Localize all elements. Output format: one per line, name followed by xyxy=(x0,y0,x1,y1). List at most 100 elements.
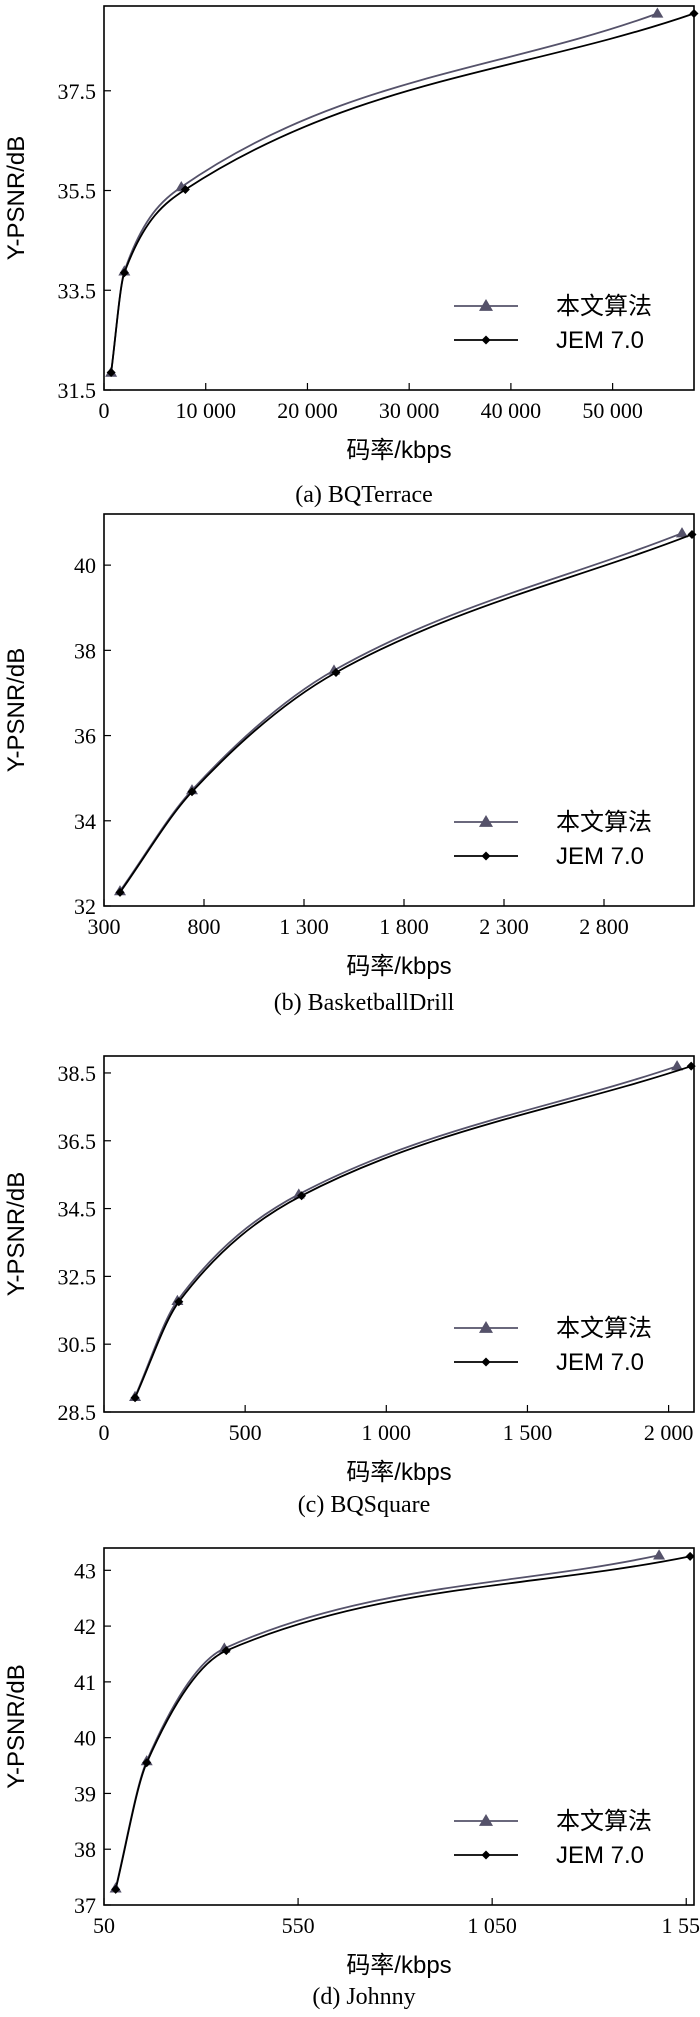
y-tick-label: 30.5 xyxy=(58,1332,97,1357)
x-tick-label: 50 000 xyxy=(582,398,643,423)
plot-frame xyxy=(103,513,695,907)
y-axis-label: Y-PSNR/dB xyxy=(3,136,30,261)
x-tick-label: 30 000 xyxy=(379,398,440,423)
data-point-diamond xyxy=(111,1884,121,1894)
figure-caption: (b) BasketballDrill xyxy=(274,990,455,1016)
x-tick-label: 0 xyxy=(99,398,110,423)
legend-label: JEM 7.0 xyxy=(556,1842,644,1869)
y-tick-label: 34.5 xyxy=(58,1197,97,1222)
data-point-diamond xyxy=(297,1191,307,1201)
y-tick-label: 33.5 xyxy=(58,278,97,303)
data-point-diamond xyxy=(130,1393,140,1403)
x-axis-label: 码率/kbps xyxy=(346,1459,451,1486)
plot-frame xyxy=(103,1547,695,1906)
x-tick-label: 2 800 xyxy=(579,914,629,939)
y-tick-label: 40 xyxy=(74,553,96,578)
x-tick-label: 300 xyxy=(88,914,121,939)
data-point-diamond xyxy=(331,668,341,678)
chart-panel-0: 0 10 000 20 000 30 000 40 000 50 000 31.5 33.5 3… xyxy=(3,5,699,508)
y-tick-label: 38.5 xyxy=(58,1061,97,1086)
chart-panel-3: 50 550 1 050 1 550 37 38 39 40 41 42 43 码率/kbps Y-PS… xyxy=(3,1547,700,2010)
legend-marker-diamond xyxy=(481,335,491,345)
legend-marker-triangle xyxy=(479,1321,493,1333)
y-tick-label: 36.5 xyxy=(58,1129,97,1154)
x-tick-label: 1 000 xyxy=(362,1420,412,1445)
chart-panel-1: 300 800 1 300 1 800 2 300 2 800 32 34 36 38 40 码率/k… xyxy=(3,513,697,1016)
legend-label: JEM 7.0 xyxy=(556,1349,644,1376)
y-tick-label: 43 xyxy=(74,1558,96,1583)
series-line-0 xyxy=(119,532,683,892)
x-tick-label: 550 xyxy=(282,1913,315,1938)
data-point-diamond xyxy=(187,787,197,797)
data-point-diamond xyxy=(106,368,116,378)
y-tick-label: 31.5 xyxy=(58,378,97,403)
legend-label: 本文算法 xyxy=(556,809,652,836)
data-point-diamond xyxy=(686,1061,696,1071)
y-tick-label: 32.5 xyxy=(58,1264,97,1289)
x-tick-label: 800 xyxy=(188,914,221,939)
series-line-1 xyxy=(119,533,693,893)
x-tick-label: 10 000 xyxy=(175,398,236,423)
x-axis-label: 码率/kbps xyxy=(346,953,451,980)
data-point-diamond xyxy=(685,1551,695,1561)
legend-label: 本文算法 xyxy=(556,1808,652,1835)
data-point-diamond xyxy=(180,185,190,195)
data-point-diamond xyxy=(689,8,699,18)
y-tick-label: 36 xyxy=(74,724,96,749)
data-point-triangle xyxy=(671,1060,684,1071)
legend-marker-triangle xyxy=(479,1814,493,1826)
legend-marker-diamond xyxy=(481,1850,491,1860)
data-point-diamond xyxy=(119,268,129,278)
figure-caption: (a) BQTerrace xyxy=(295,482,433,508)
x-tick-label: 40 000 xyxy=(481,398,542,423)
legend-label: JEM 7.0 xyxy=(556,327,644,354)
x-tick-label: 2 300 xyxy=(479,914,529,939)
data-point-diamond xyxy=(687,529,697,539)
plot-frame xyxy=(103,1055,695,1413)
y-tick-label: 28.5 xyxy=(58,1400,97,1425)
y-tick-label: 37 xyxy=(74,1893,96,1918)
plot-frame xyxy=(103,5,695,391)
y-tick-label: 40 xyxy=(74,1726,96,1751)
y-tick-label: 38 xyxy=(74,638,96,663)
y-tick-label: 34 xyxy=(74,809,96,834)
y-tick-label: 41 xyxy=(74,1670,96,1695)
series-line-0 xyxy=(134,1065,678,1398)
series-line-1 xyxy=(134,1065,692,1399)
legend-label: JEM 7.0 xyxy=(556,843,644,870)
x-tick-label: 50 xyxy=(93,1913,115,1938)
data-point-triangle xyxy=(651,7,664,18)
chart-panel-2: 0 500 1 000 1 500 2 000 28.5 30.5 32.5 34.5 36.5 3… xyxy=(3,1055,696,1518)
y-tick-label: 35.5 xyxy=(58,179,97,204)
y-tick-label: 42 xyxy=(74,1614,96,1639)
y-tick-label: 32 xyxy=(74,894,96,919)
y-tick-label: 39 xyxy=(74,1781,96,1806)
data-point-triangle xyxy=(653,1549,666,1560)
figure-caption: (c) BQSquare xyxy=(298,1492,431,1518)
x-tick-label: 500 xyxy=(229,1420,262,1445)
legend-marker-diamond xyxy=(481,1357,491,1367)
figure-caption: (d) Johnny xyxy=(312,1984,415,2010)
series-line-0 xyxy=(114,1554,660,1889)
x-tick-label: 1 550 xyxy=(661,1913,700,1938)
data-point-diamond xyxy=(142,1758,152,1768)
legend-label: 本文算法 xyxy=(556,293,652,320)
y-tick-label: 37.5 xyxy=(58,79,97,104)
x-tick-label: 1 300 xyxy=(279,914,329,939)
x-tick-label: 0 xyxy=(99,1420,110,1445)
y-axis-label: Y-PSNR/dB xyxy=(3,1664,30,1789)
x-tick-label: 1 800 xyxy=(379,914,429,939)
x-tick-label: 1 050 xyxy=(467,1913,517,1938)
y-axis-label: Y-PSNR/dB xyxy=(3,1172,30,1297)
legend-marker-triangle xyxy=(479,815,493,827)
data-point-diamond xyxy=(174,1297,184,1307)
data-point-diamond xyxy=(115,887,125,897)
y-axis-label: Y-PSNR/dB xyxy=(3,648,30,773)
y-tick-label: 38 xyxy=(74,1837,96,1862)
x-tick-label: 2 000 xyxy=(644,1420,694,1445)
data-point-diamond xyxy=(221,1646,231,1656)
x-tick-label: 1 500 xyxy=(503,1420,553,1445)
series-line-1 xyxy=(114,1555,691,1890)
x-axis-label: 码率/kbps xyxy=(346,1952,451,1979)
